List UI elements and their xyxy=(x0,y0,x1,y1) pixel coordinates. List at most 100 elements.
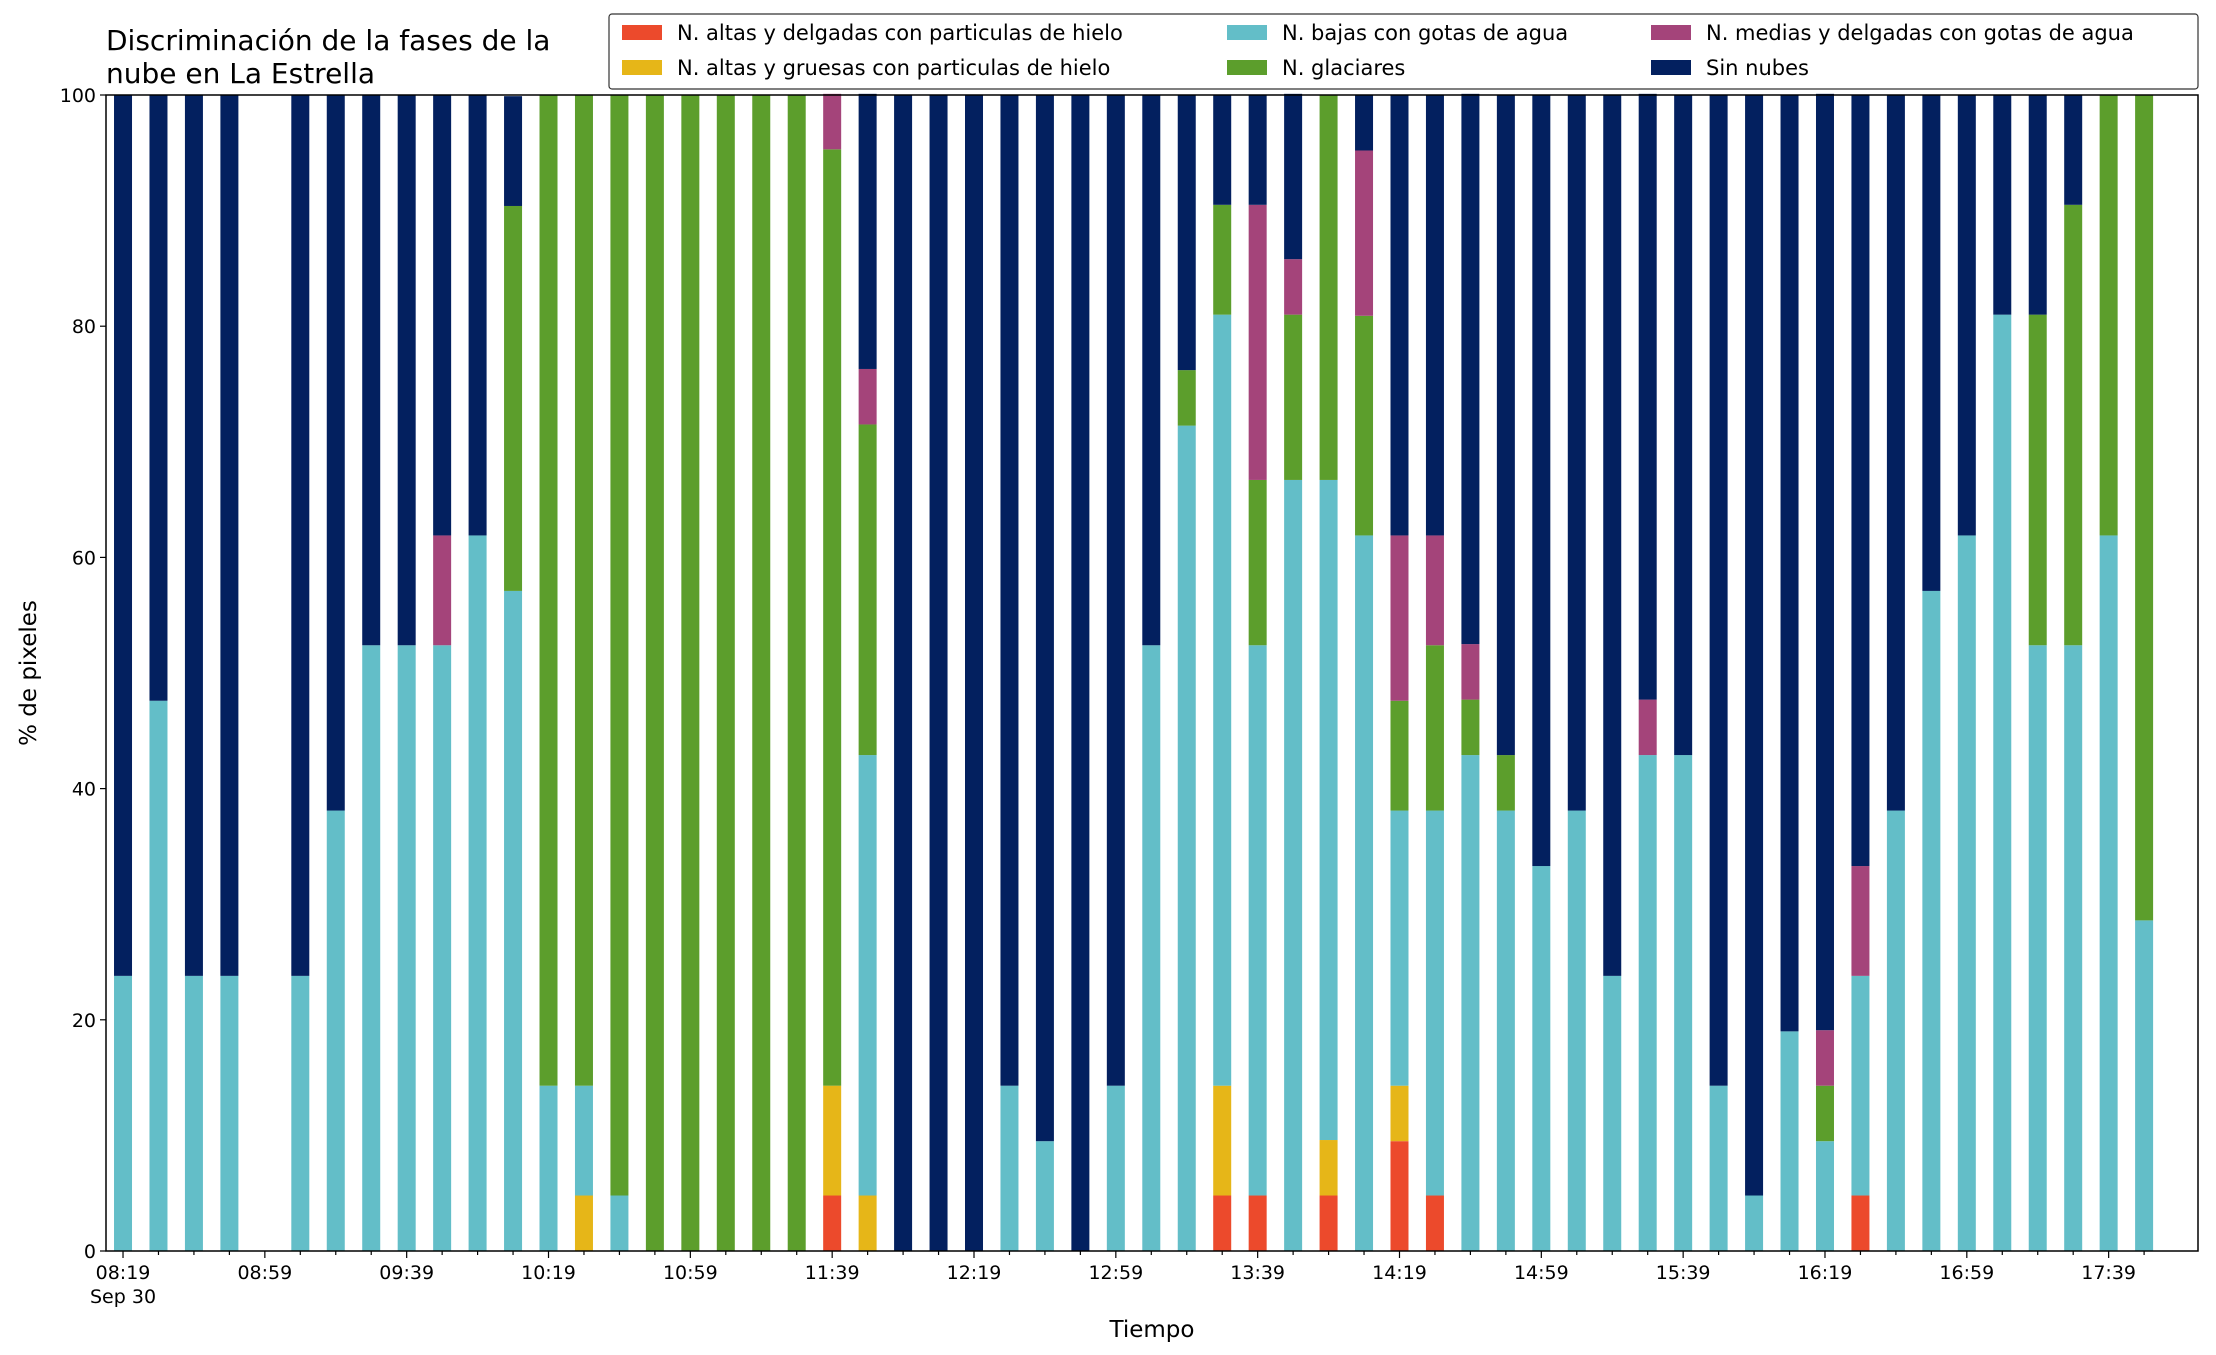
bar-segment xyxy=(823,149,842,1086)
bar-segment xyxy=(1284,314,1303,480)
bar-segment xyxy=(1177,95,1196,371)
bar-segment xyxy=(858,424,877,756)
bar-segment xyxy=(1603,975,1622,1251)
legend-swatch xyxy=(1651,25,1691,40)
bar-segment xyxy=(1851,1195,1870,1251)
bar-segment xyxy=(610,95,629,1196)
bar-segment xyxy=(2028,645,2047,1251)
bar-segment xyxy=(1815,93,1834,1031)
bar-segment xyxy=(1815,1030,1834,1086)
bar-segment xyxy=(858,368,877,425)
bar-segment xyxy=(1390,1085,1409,1142)
x-tick-label: 08:59 xyxy=(237,1262,292,1284)
bar-segment xyxy=(433,95,452,536)
x-tick-label: 09:39 xyxy=(379,1262,434,1284)
bar-segment xyxy=(1957,95,1976,536)
legend-label: Sin nubes xyxy=(1706,56,1809,80)
bar-segment xyxy=(1177,425,1196,1252)
bar-segment xyxy=(149,95,168,701)
bar-segment xyxy=(1638,93,1657,700)
bar-segment xyxy=(858,93,877,369)
bar-segment xyxy=(539,95,558,1086)
bar-segment xyxy=(504,96,523,206)
bar-segment xyxy=(1567,95,1586,811)
bar-segment xyxy=(823,93,842,150)
x-tick-label: 12:59 xyxy=(1088,1262,1143,1284)
bar-segment xyxy=(1993,95,2012,315)
bar-segment xyxy=(1071,95,1090,1251)
bar-segment xyxy=(1425,1195,1444,1251)
bar-segment xyxy=(114,975,133,1251)
bar-segment xyxy=(1496,95,1515,756)
bar-segment xyxy=(752,95,771,1251)
legend-label: N. glaciares xyxy=(1282,56,1405,80)
bar-segment xyxy=(1142,645,1161,1251)
y-tick-label: 60 xyxy=(72,547,96,569)
bar-segment xyxy=(2064,204,2083,646)
x-tick-label: 10:59 xyxy=(663,1262,718,1284)
bar-segment xyxy=(2099,95,2118,536)
bar-segment xyxy=(362,645,381,1251)
bar-segment xyxy=(1496,755,1515,811)
bar-segment xyxy=(1248,1195,1267,1251)
bar-segment xyxy=(574,1085,593,1196)
bar-segment xyxy=(1461,699,1480,756)
bar-segment xyxy=(1461,644,1480,700)
x-axis-label: Tiempo xyxy=(1109,1317,1195,1343)
bar-segment xyxy=(1213,1195,1232,1251)
x-tick-label: 13:39 xyxy=(1230,1262,1285,1284)
bar-segment xyxy=(1461,93,1480,645)
bar-segment xyxy=(1000,1085,1019,1251)
bar-segment xyxy=(1745,95,1764,1196)
bar-segment xyxy=(929,95,948,1251)
bar-segment xyxy=(894,95,913,1251)
bar-segment xyxy=(1177,370,1196,426)
y-tick-label: 0 xyxy=(84,1241,96,1263)
bar-segment xyxy=(149,700,168,1251)
x-tick-label: 10:19 xyxy=(521,1262,576,1284)
bar-segment xyxy=(1106,95,1125,1086)
bar-segment xyxy=(1390,535,1409,701)
bar-segment xyxy=(1851,975,1870,1196)
bar-segment xyxy=(1851,95,1870,867)
bar-segment xyxy=(1355,95,1374,151)
x-tick-label: 08:19 xyxy=(96,1262,151,1284)
bar-segment xyxy=(823,1085,842,1196)
legend-label: N. bajas con gotas de agua xyxy=(1282,21,1568,45)
bar-segment xyxy=(574,95,593,1086)
bar-segment xyxy=(397,95,416,646)
x-tick-label: 16:19 xyxy=(1798,1262,1853,1284)
bar-segment xyxy=(1106,1085,1125,1251)
bar-segment xyxy=(1284,479,1303,1251)
bar-segment xyxy=(1035,1141,1054,1251)
bar-segment xyxy=(1248,479,1267,646)
bar-segment xyxy=(2099,535,2118,1251)
bar-segment xyxy=(1745,1195,1764,1251)
bar-segment xyxy=(2028,314,2047,646)
bar-segment xyxy=(1390,95,1409,536)
legend-swatch xyxy=(1651,60,1691,75)
x-tick-label: 15:39 xyxy=(1656,1262,1711,1284)
legend-swatch xyxy=(622,60,662,75)
bar-segment xyxy=(1993,314,2012,1251)
x-tick-label: 17:39 xyxy=(2081,1262,2136,1284)
bar-segment xyxy=(1355,315,1374,536)
bar-segment xyxy=(1248,95,1267,205)
bar-segment xyxy=(716,95,735,1251)
bar-segment xyxy=(1709,95,1728,1086)
bar-segment xyxy=(1815,1085,1834,1142)
bar-segment xyxy=(1284,93,1303,260)
y-axis-label: % de pixeles xyxy=(16,600,42,746)
plot-frame xyxy=(105,94,2199,1252)
bar-segment xyxy=(1603,95,1622,976)
bar-segment xyxy=(1709,1085,1728,1251)
bar-segment xyxy=(1922,95,1941,591)
legend-swatch xyxy=(1227,25,1267,40)
bar-segment xyxy=(1461,755,1480,1251)
bar-segment xyxy=(397,645,416,1251)
bar-segment xyxy=(858,755,877,1196)
legend-swatch xyxy=(622,25,662,40)
bar-segment xyxy=(1815,1141,1834,1251)
bar-segment xyxy=(1390,1141,1409,1251)
